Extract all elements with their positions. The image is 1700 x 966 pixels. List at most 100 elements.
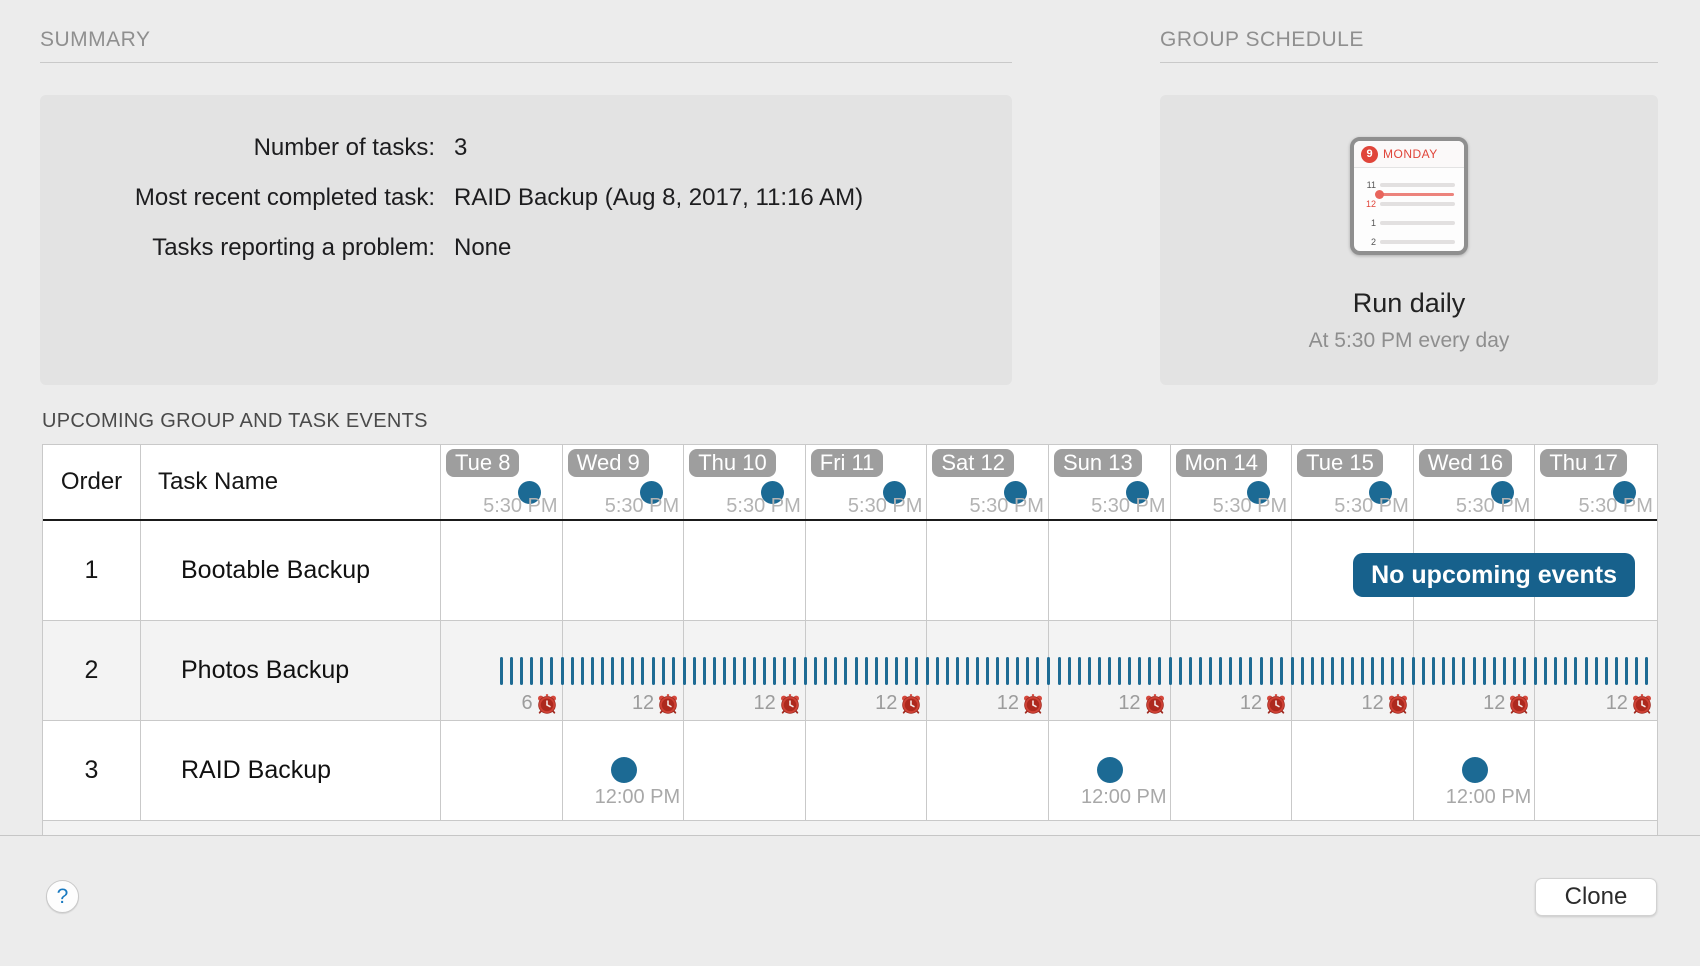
tick-mark [956,657,960,685]
event-count-label: 12 [1240,692,1287,715]
day-pill: Tue 15 [1297,449,1383,477]
group-event-time: 5:30 PM [1091,495,1166,517]
tick-mark [581,657,585,685]
tick-mark [661,657,665,685]
day-cell: 12 [1047,621,1171,720]
tick-mark [996,657,1000,685]
day-pill: Thu 10 [689,449,776,477]
tick-mark [884,657,888,685]
day-cell: 12 [1412,621,1536,720]
tick-mark [1219,657,1223,685]
group-event-dot [1004,481,1028,504]
tick-mark [1584,657,1588,685]
tick-mark [1412,657,1416,685]
tick-mark [854,657,858,685]
tick-mark [1512,657,1516,685]
task-name-cell: RAID Backup [141,721,441,820]
day-cell [1049,521,1171,620]
task-event-dot [1097,757,1124,783]
day-cell [927,521,1049,620]
tick-mark [1574,657,1578,685]
tick-mark [1097,657,1101,685]
group-event-dot [517,481,541,504]
events-table[interactable]: Order Task Name Tue 8 5:30 PM Wed 9 5:30 PM… [42,444,1658,835]
day-cell [1171,721,1293,820]
event-count: 12 [996,692,1019,714]
tick-mark [732,657,736,685]
footer-divider [0,835,1700,836]
day-cell: 12 [1533,621,1657,720]
tick-mark [773,657,777,685]
tick-mark [1625,657,1629,685]
task-event-time: 12:00 PM [1080,786,1167,808]
help-button[interactable]: ? [46,880,79,913]
tick-mark [1492,657,1496,685]
calendar-hour-label: 1 [1370,217,1376,228]
tick-mark [966,657,970,685]
tick-mark [1340,657,1344,685]
tick-mark [1209,657,1213,685]
tick-mark [1006,657,1010,685]
tick-mark [1016,657,1020,685]
calendar-event-bar [1380,239,1455,244]
summary-rows: Number of tasks: 3 Most recent completed… [40,95,1012,260]
task-order-cell: 2 [43,621,141,720]
clipped-next-row [43,821,1657,835]
tick-mark [682,657,686,685]
day-cell [441,721,563,820]
task-order-cell: 3 [43,721,141,820]
task-row: 2 Photos Backup 6 12 12 12 12 12 12 12 12 12 [43,621,1657,721]
alarm-clock-icon [1388,693,1407,714]
tick-mark [1442,657,1446,685]
tick-mark [1635,657,1639,685]
tick-mark [904,657,908,685]
calendar-hour-row: 12 [1361,194,1455,213]
summary-row: Most recent completed task: RAID Backup … [40,186,1012,210]
group-event-time: 5:30 PM [969,495,1044,517]
day-header: Sat 12 5:30 PM [927,445,1049,519]
tick-mark [1179,657,1183,685]
task-row: 3 RAID Backup 12:00 PM 12:00 PM 12:00 PM [43,721,1657,821]
day-cell [806,721,928,820]
event-count: 12 [631,692,655,714]
group-schedule-section-title: GROUP SCHEDULE [1160,28,1364,51]
summary-row: Tasks reporting a problem: None [40,236,1012,260]
event-count-label: 12 [997,692,1044,715]
day-cell [441,521,563,620]
summary-value: None [454,234,512,261]
task-event-time: 12:00 PM [594,786,681,808]
tick-mark [1077,657,1081,685]
tick-mark [519,657,523,685]
tick-mark [814,657,818,685]
day-header: Wed 9 5:30 PM [563,445,685,519]
tick-mark [1067,657,1071,685]
tick-mark [591,657,595,685]
day-pill: Sat 12 [932,449,1014,477]
tick-mark [1361,657,1364,685]
tick-mark [1158,657,1161,685]
tick-mark [1087,657,1091,685]
group-event-dot [1490,481,1514,504]
tick-mark [1462,657,1466,685]
day-cell [684,721,806,820]
calendar-hour-row: 11 [1361,175,1455,194]
task-name-column-header: Task Name [141,445,441,519]
calendar-current-time-line [1375,190,1454,199]
event-count-label: 12 [1362,692,1409,715]
events-table-body: 1 Bootable Backup No upcoming events 2 Photo… [43,521,1657,821]
tick-mark [1107,657,1111,685]
tick-mark [621,657,625,685]
clone-button[interactable]: Clone [1535,878,1657,916]
events-section-title: UPCOMING GROUP AND TASK EVENTS [42,410,428,432]
day-pill: Sun 13 [1053,449,1142,477]
group-event-dot [761,481,785,504]
tick-mark [1249,657,1253,685]
day-cell: 12 [561,621,685,720]
events-table-header: Order Task Name Tue 8 5:30 PM Wed 9 5:30 PM… [43,445,1657,521]
alarm-clock-icon [1632,693,1651,714]
tick-mark [692,657,696,685]
summary-label: Tasks reporting a problem: [152,234,435,261]
tick-mark [1117,657,1121,685]
event-count-label: 12 [754,692,801,715]
day-cell [563,521,685,620]
